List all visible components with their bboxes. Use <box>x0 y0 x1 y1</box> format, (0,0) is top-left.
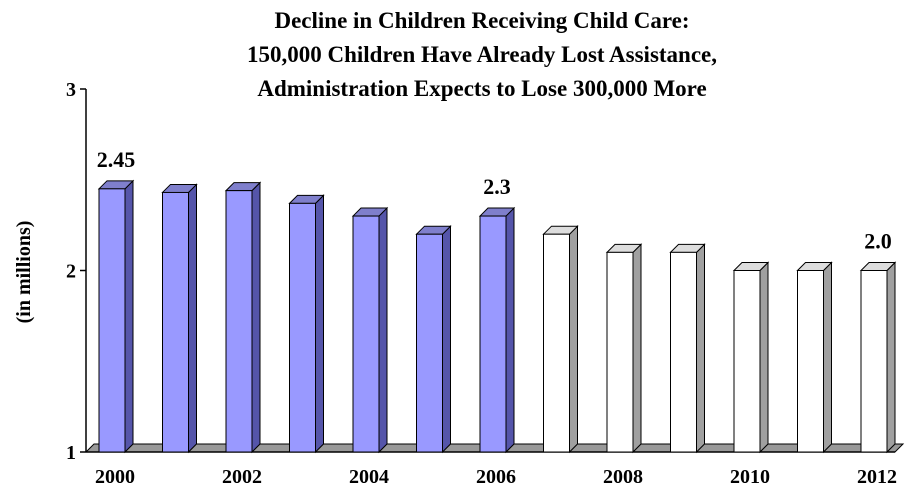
bar-side <box>759 261 769 454</box>
bar-side <box>124 179 134 454</box>
x-tick-label: 2012 <box>857 466 897 488</box>
bar-front <box>352 215 380 453</box>
bar <box>161 183 198 454</box>
bar-side <box>632 243 642 454</box>
x-tick-label: 2010 <box>730 466 770 488</box>
bar <box>542 224 579 454</box>
bar-side <box>886 261 896 454</box>
bar-front <box>479 215 507 453</box>
x-tick-label: 2002 <box>222 466 262 488</box>
x-tick-label: 2004 <box>349 466 389 488</box>
bar-front <box>733 270 761 453</box>
data-label: 2.3 <box>483 174 511 199</box>
y-tick-label: 2 <box>66 261 76 283</box>
bar-side <box>505 206 515 454</box>
y-tick-label: 3 <box>66 79 76 101</box>
bar <box>288 194 325 454</box>
bar-front <box>606 251 634 453</box>
x-tick-label: 2006 <box>476 466 516 488</box>
x-tick-label: 2008 <box>603 466 643 488</box>
bar-side <box>442 224 451 454</box>
chart-title-line-3: Administration Expects to Lose 300,000 M… <box>257 76 706 101</box>
bar-front <box>289 202 316 453</box>
labels: 2000 2002 2004 2006 2008 2010 2012 2.45 2.3 2.0 <box>95 147 897 488</box>
bar-front <box>98 188 126 453</box>
bar-side <box>315 194 324 454</box>
y-tick-label: 1 <box>66 442 76 464</box>
bar <box>351 206 389 454</box>
bar-side <box>188 183 197 454</box>
bar-front <box>543 233 570 453</box>
bar <box>732 261 770 454</box>
bar <box>415 224 452 454</box>
bar <box>478 206 516 454</box>
bar <box>97 179 135 454</box>
bar-front <box>670 251 697 453</box>
data-label: 2.45 <box>97 147 136 172</box>
bar-front <box>162 191 189 453</box>
bar-side <box>569 224 578 454</box>
bar <box>796 261 833 454</box>
bar-front <box>860 270 888 453</box>
bars <box>97 179 897 454</box>
bar <box>669 243 706 454</box>
bar-side <box>823 261 832 454</box>
x-tick-label: 2000 <box>95 466 135 488</box>
bar <box>224 181 262 454</box>
bar-front <box>416 233 443 453</box>
bar-front <box>797 270 824 453</box>
data-label: 2.0 <box>864 229 892 254</box>
y-axis-title: (in millions) <box>13 221 35 324</box>
bar-front <box>225 190 253 453</box>
bar-side <box>378 206 388 454</box>
chart-title-line-2: 150,000 Children Have Already Lost Assis… <box>247 42 717 67</box>
chart-title-line-1: Decline in Children Receiving Child Care… <box>274 8 689 33</box>
bar-side <box>696 243 705 454</box>
bar <box>859 261 897 454</box>
bar-side <box>251 181 261 454</box>
chart-title: Decline in Children Receiving Child Care… <box>247 8 717 101</box>
bar <box>605 243 643 454</box>
